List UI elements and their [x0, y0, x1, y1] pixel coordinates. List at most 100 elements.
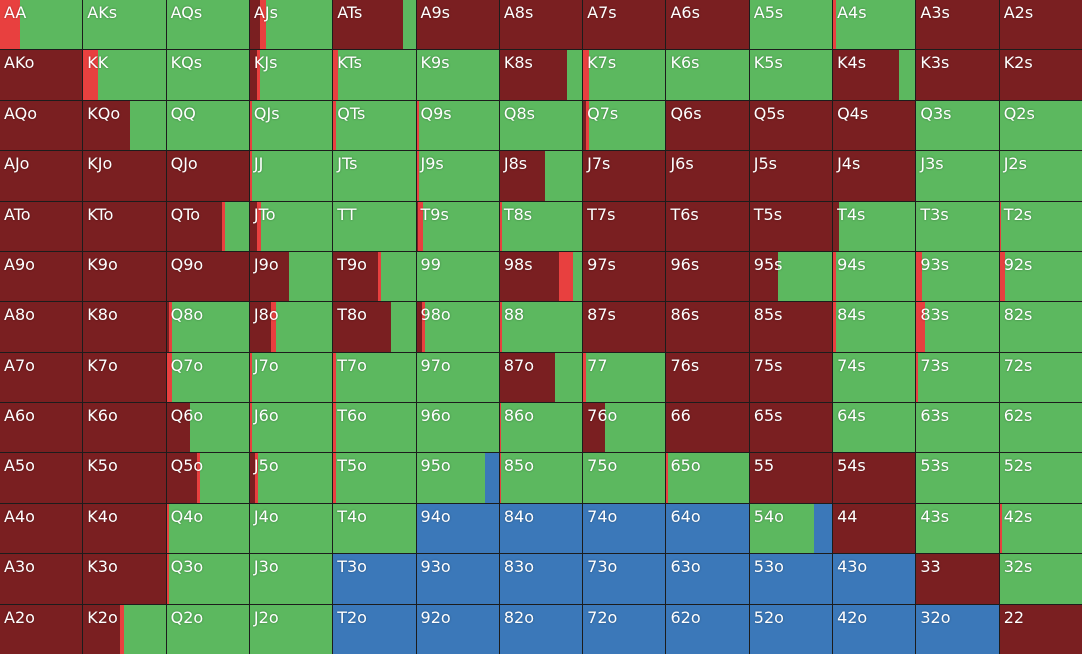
hand-cell[interactable]: JTo: [249, 201, 333, 251]
hand-cell[interactable]: Q7s: [583, 100, 666, 151]
hand-cell[interactable]: AKs: [83, 0, 166, 50]
hand-cell[interactable]: A3o: [0, 554, 83, 604]
hand-cell[interactable]: 62s: [999, 403, 1082, 453]
hand-cell[interactable]: 83s: [916, 302, 999, 352]
hand-cell[interactable]: 64o: [666, 503, 749, 554]
hand-cell[interactable]: 44: [833, 503, 916, 554]
hand-cell[interactable]: 43o: [833, 554, 916, 604]
hand-cell[interactable]: A5s: [749, 0, 833, 50]
hand-cell[interactable]: 33: [916, 554, 999, 604]
hand-cell[interactable]: AJs: [249, 0, 333, 50]
hand-cell[interactable]: A6s: [666, 0, 749, 50]
hand-cell[interactable]: Q9s: [416, 100, 499, 151]
hand-cell[interactable]: A8s: [499, 0, 583, 50]
hand-cell[interactable]: 87s: [583, 302, 666, 352]
hand-cell[interactable]: A4s: [833, 0, 916, 50]
hand-cell[interactable]: T7o: [333, 352, 416, 403]
hand-cell[interactable]: K8o: [83, 302, 166, 352]
hand-cell[interactable]: KJs: [249, 50, 333, 100]
hand-cell[interactable]: J5s: [749, 151, 833, 201]
hand-cell[interactable]: 93o: [416, 554, 499, 604]
hand-cell[interactable]: J2o: [249, 604, 333, 654]
hand-cell[interactable]: T2s: [999, 201, 1082, 251]
hand-cell[interactable]: J8o: [249, 302, 333, 352]
hand-cell[interactable]: J3o: [249, 554, 333, 604]
hand-cell[interactable]: 87o: [499, 352, 583, 403]
hand-cell[interactable]: J2s: [999, 151, 1082, 201]
hand-cell[interactable]: 65s: [749, 403, 833, 453]
hand-cell[interactable]: A6o: [0, 403, 83, 453]
hand-cell[interactable]: 63s: [916, 403, 999, 453]
hand-cell[interactable]: Q7o: [166, 352, 249, 403]
hand-cell[interactable]: 83o: [499, 554, 583, 604]
hand-cell[interactable]: 54s: [833, 453, 916, 503]
hand-cell[interactable]: KJo: [83, 151, 166, 201]
hand-cell[interactable]: K3s: [916, 50, 999, 100]
hand-cell[interactable]: A5o: [0, 453, 83, 503]
hand-cell[interactable]: 53o: [749, 554, 833, 604]
hand-cell[interactable]: 85o: [499, 453, 583, 503]
hand-cell[interactable]: T3o: [333, 554, 416, 604]
hand-cell[interactable]: T5s: [749, 201, 833, 251]
hand-cell[interactable]: A2s: [999, 0, 1082, 50]
hand-cell[interactable]: 86s: [666, 302, 749, 352]
hand-cell[interactable]: ATs: [333, 0, 416, 50]
hand-cell[interactable]: Q6s: [666, 100, 749, 151]
hand-cell[interactable]: A4o: [0, 503, 83, 554]
hand-cell[interactable]: 82s: [999, 302, 1082, 352]
hand-cell[interactable]: A3s: [916, 0, 999, 50]
hand-cell[interactable]: AQs: [166, 0, 249, 50]
hand-cell[interactable]: 74o: [583, 503, 666, 554]
hand-cell[interactable]: J4o: [249, 503, 333, 554]
hand-cell[interactable]: A2o: [0, 604, 83, 654]
hand-cell[interactable]: 32o: [916, 604, 999, 654]
hand-cell[interactable]: JTs: [333, 151, 416, 201]
hand-cell[interactable]: KQo: [83, 100, 166, 151]
hand-cell[interactable]: K7s: [583, 50, 666, 100]
hand-cell[interactable]: 92s: [999, 251, 1082, 302]
hand-cell[interactable]: T7s: [583, 201, 666, 251]
hand-cell[interactable]: Q4o: [166, 503, 249, 554]
hand-cell[interactable]: 55: [749, 453, 833, 503]
hand-cell[interactable]: 53s: [916, 453, 999, 503]
hand-cell[interactable]: J6o: [249, 403, 333, 453]
hand-cell[interactable]: K9o: [83, 251, 166, 302]
hand-cell[interactable]: 96s: [666, 251, 749, 302]
hand-cell[interactable]: K7o: [83, 352, 166, 403]
hand-cell[interactable]: 95s: [749, 251, 833, 302]
hand-cell[interactable]: T9o: [333, 251, 416, 302]
hand-cell[interactable]: K8s: [499, 50, 583, 100]
hand-cell[interactable]: QTs: [333, 100, 416, 151]
hand-cell[interactable]: 98o: [416, 302, 499, 352]
hand-cell[interactable]: K6o: [83, 403, 166, 453]
hand-cell[interactable]: J3s: [916, 151, 999, 201]
hand-cell[interactable]: A7o: [0, 352, 83, 403]
hand-cell[interactable]: K2o: [83, 604, 166, 654]
hand-cell[interactable]: T3s: [916, 201, 999, 251]
hand-cell[interactable]: AQo: [0, 100, 83, 151]
hand-cell[interactable]: K6s: [666, 50, 749, 100]
hand-cell[interactable]: 54o: [749, 503, 833, 554]
hand-cell[interactable]: A7s: [583, 0, 666, 50]
hand-cell[interactable]: Q3s: [916, 100, 999, 151]
hand-cell[interactable]: QTo: [166, 201, 249, 251]
hand-cell[interactable]: Q9o: [166, 251, 249, 302]
hand-cell[interactable]: QQ: [166, 100, 249, 151]
hand-cell[interactable]: ATo: [0, 201, 83, 251]
hand-cell[interactable]: 52s: [999, 453, 1082, 503]
hand-cell[interactable]: 94s: [833, 251, 916, 302]
hand-cell[interactable]: J7o: [249, 352, 333, 403]
hand-cell[interactable]: Q4s: [833, 100, 916, 151]
hand-cell[interactable]: 97o: [416, 352, 499, 403]
hand-cell[interactable]: 98s: [499, 251, 583, 302]
hand-cell[interactable]: K3o: [83, 554, 166, 604]
hand-cell[interactable]: KQs: [166, 50, 249, 100]
hand-cell[interactable]: K5s: [749, 50, 833, 100]
hand-cell[interactable]: 73o: [583, 554, 666, 604]
hand-cell[interactable]: A9s: [416, 0, 499, 50]
hand-cell[interactable]: 97s: [583, 251, 666, 302]
hand-cell[interactable]: KK: [83, 50, 166, 100]
hand-cell[interactable]: 72o: [583, 604, 666, 654]
hand-cell[interactable]: T9s: [416, 201, 499, 251]
hand-cell[interactable]: T6o: [333, 403, 416, 453]
